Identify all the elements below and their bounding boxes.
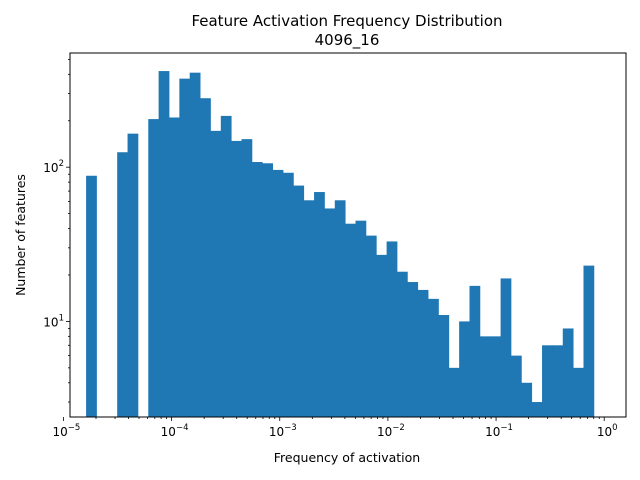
histogram-bar bbox=[428, 298, 439, 417]
tick-label: 10−4 bbox=[161, 423, 189, 439]
histogram-bar bbox=[179, 78, 191, 418]
tick-label: 10−5 bbox=[53, 423, 81, 439]
histogram-bar bbox=[86, 175, 97, 417]
histogram-bar bbox=[282, 172, 294, 417]
histogram-bar bbox=[583, 265, 595, 417]
tick-label: 102 bbox=[43, 159, 64, 175]
tick-label: 101 bbox=[43, 313, 64, 329]
tick-label: 100 bbox=[597, 423, 618, 439]
histogram-bar bbox=[220, 115, 232, 417]
histogram-bar bbox=[542, 345, 553, 417]
histogram-bar bbox=[169, 117, 180, 418]
histogram-bar bbox=[231, 140, 242, 417]
plot-frame bbox=[69, 52, 627, 418]
histogram-bar bbox=[293, 185, 305, 417]
histogram-bar bbox=[334, 200, 346, 417]
histogram-bar bbox=[562, 328, 574, 417]
histogram-bar bbox=[355, 220, 367, 417]
histogram-bar bbox=[448, 367, 460, 417]
histogram-bar bbox=[210, 130, 222, 418]
chart-title: Feature Activation Frequency Distributio… bbox=[191, 12, 502, 30]
histogram-bar bbox=[573, 367, 584, 417]
histogram-bar bbox=[552, 345, 564, 417]
tick-label: 10−1 bbox=[485, 423, 513, 439]
histogram-bar bbox=[189, 72, 201, 418]
histogram-bar bbox=[407, 282, 419, 417]
histogram-bar bbox=[158, 71, 170, 417]
histogram-bar bbox=[324, 208, 336, 417]
histogram-bar bbox=[396, 271, 408, 417]
tick-label: 10−2 bbox=[377, 423, 405, 439]
tick-label: 10−3 bbox=[269, 423, 297, 439]
histogram-bar bbox=[303, 200, 315, 417]
bars-group bbox=[86, 71, 595, 418]
histogram-bar bbox=[117, 152, 128, 418]
histogram-bar bbox=[469, 285, 481, 417]
histogram-bar bbox=[500, 278, 512, 417]
histogram-bar bbox=[459, 321, 470, 417]
histogram-bar bbox=[479, 336, 491, 417]
histogram-bar bbox=[365, 235, 377, 417]
histogram-bar bbox=[262, 163, 274, 417]
histogram-bar bbox=[148, 119, 160, 417]
chart-subtitle: 4096_16 bbox=[315, 31, 380, 50]
histogram-bar bbox=[438, 315, 450, 417]
y-axis-ticks: 101 102 bbox=[43, 58, 70, 403]
histogram-bar bbox=[521, 382, 533, 417]
histogram-bar bbox=[251, 162, 263, 417]
histogram-bar bbox=[531, 402, 543, 417]
histogram-bar bbox=[272, 169, 284, 417]
histogram-bar bbox=[386, 241, 398, 417]
histogram-bar bbox=[345, 223, 356, 417]
y-axis-label: Number of features bbox=[13, 174, 28, 296]
histogram-bar bbox=[314, 192, 325, 417]
histogram-bar bbox=[490, 336, 501, 417]
x-axis-ticks: 10−5 10−4 10−3 10−2 10−1 100 bbox=[53, 417, 618, 439]
histogram-bar bbox=[510, 355, 522, 417]
x-axis-label: Frequency of activation bbox=[274, 450, 420, 465]
histogram-bar bbox=[127, 133, 139, 417]
histogram-bar bbox=[376, 254, 387, 417]
histogram-bar bbox=[417, 289, 429, 417]
histogram-bar bbox=[241, 139, 253, 417]
histogram-bar bbox=[200, 98, 211, 417]
